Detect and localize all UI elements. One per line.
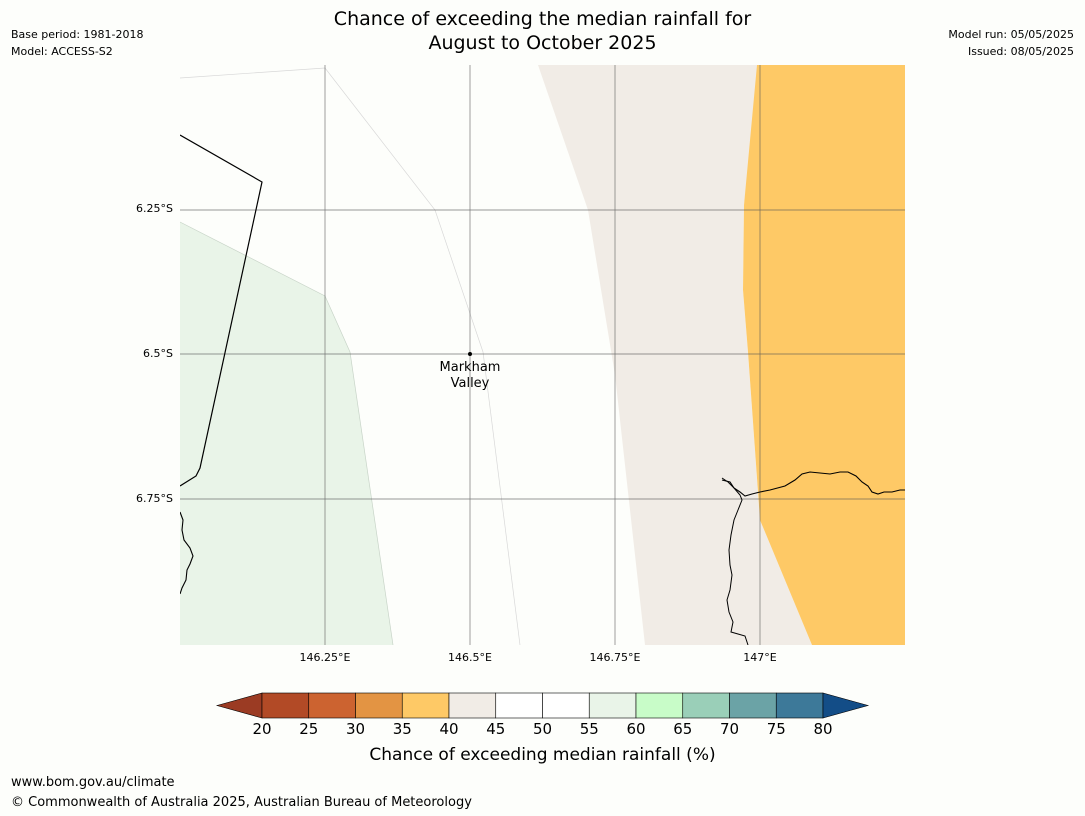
model-name: Model: ACCESS-S2 bbox=[11, 45, 113, 58]
graticule bbox=[180, 65, 905, 645]
colorbar-segment bbox=[355, 692, 403, 719]
lon-label-146-75: 146.75°E bbox=[589, 651, 641, 664]
colorbar-segment bbox=[401, 692, 450, 719]
coastline-west bbox=[180, 511, 194, 595]
colorbar-tick-label: 20 bbox=[252, 720, 272, 738]
colorbar-tick-label: 60 bbox=[626, 720, 646, 738]
lat-label-6-25: 6.25°S bbox=[136, 202, 173, 215]
lon-label-146-25: 146.25°E bbox=[299, 651, 351, 664]
colorbar-tick-label: 35 bbox=[392, 720, 412, 738]
colorbar-segment bbox=[448, 692, 497, 719]
issued-date: Issued: 08/05/2025 bbox=[967, 45, 1074, 58]
colorbar-extend-low bbox=[215, 692, 263, 719]
meta-left: Base period: 1981-2018 Model: ACCESS-S2 bbox=[11, 26, 143, 60]
footer-copyright: © Commonwealth of Australia 2025, Austra… bbox=[11, 795, 472, 810]
place-name-line-2: Valley bbox=[450, 376, 490, 391]
colorbar-segment bbox=[588, 692, 637, 719]
colorbar-title: Chance of exceeding median rainfall (%) bbox=[369, 745, 716, 765]
colorbar-tick-label: 30 bbox=[345, 720, 366, 738]
colorbar-tick-label: 50 bbox=[532, 720, 553, 738]
footer-url[interactable]: www.bom.gov.au/climate bbox=[11, 775, 175, 790]
colorbar-segment bbox=[775, 692, 824, 719]
contour-line bbox=[180, 221, 394, 645]
place-name-line-1: Markham bbox=[439, 360, 501, 375]
colorbar-segment bbox=[729, 692, 777, 719]
base-period: Base period: 1981-2018 bbox=[11, 28, 144, 41]
colorbar-extend-high bbox=[822, 692, 870, 719]
border-line bbox=[180, 134, 263, 487]
colorbar-segment bbox=[682, 692, 730, 719]
colorbar-tick-label: 40 bbox=[439, 720, 459, 738]
colorbar-segment bbox=[495, 692, 543, 719]
coastline-river bbox=[721, 477, 749, 645]
colorbar-segment bbox=[261, 692, 310, 719]
colorbar-segment bbox=[635, 692, 684, 719]
colorbar-tick-label: 80 bbox=[813, 720, 833, 738]
place-label: Markham Valley bbox=[410, 360, 530, 392]
lat-label-6-75: 6.75°S bbox=[136, 492, 173, 505]
colorbar-tick-label: 25 bbox=[299, 720, 319, 738]
colorbar-tick-label: 65 bbox=[673, 720, 693, 738]
colorbar-segment bbox=[308, 692, 356, 719]
lon-label-146-5: 146.5°E bbox=[448, 651, 492, 664]
colorbar-tick-label: 75 bbox=[766, 720, 786, 738]
coastline-east bbox=[721, 471, 905, 497]
model-run: Model run: 05/05/2025 bbox=[948, 28, 1074, 41]
colorbar-tick-label: 70 bbox=[719, 720, 740, 738]
colorbar-tick-label: 55 bbox=[579, 720, 599, 738]
title-line-1: Chance of exceeding the median rainfall … bbox=[333, 8, 752, 30]
place-marker bbox=[468, 352, 472, 356]
lon-label-147: 147°E bbox=[743, 651, 777, 664]
colorbar-tick-label: 45 bbox=[486, 720, 506, 738]
lat-label-6-5: 6.5°S bbox=[143, 347, 173, 360]
region-55-60 bbox=[180, 222, 393, 645]
map-title: Chance of exceeding the median rainfall … bbox=[0, 7, 1085, 55]
meta-right: Model run: 05/05/2025 Issued: 08/05/2025 bbox=[948, 26, 1074, 60]
colorbar-segment bbox=[542, 692, 590, 719]
title-line-2: August to October 2025 bbox=[428, 32, 657, 54]
